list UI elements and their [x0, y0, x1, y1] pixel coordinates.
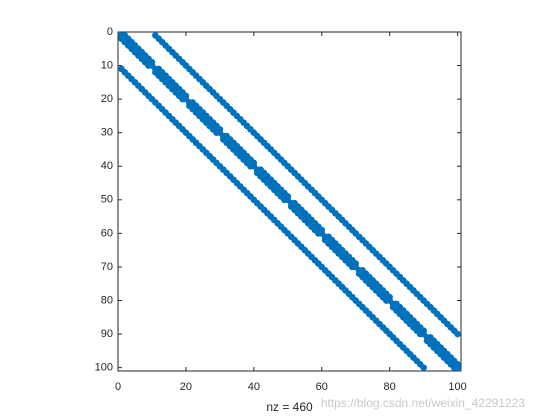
- nonzero-marker: [281, 196, 288, 204]
- watermark: https://blog.csdn.net/weixin_42291223: [321, 396, 525, 410]
- nonzero-marker: [450, 364, 458, 371]
- y-tick-label: 100: [95, 362, 113, 374]
- nonzero-marker: [454, 330, 461, 338]
- x-tick-label: 100: [448, 381, 466, 393]
- x-tick-label: 20: [180, 381, 192, 393]
- y-tick-label: 80: [101, 294, 113, 306]
- nonzero-marker: [315, 230, 322, 237]
- x-tick-label: 0: [115, 381, 121, 393]
- y-tick-label: 90: [101, 328, 113, 340]
- y-tick-label: 0: [107, 26, 113, 38]
- nonzero-marker: [382, 297, 390, 304]
- x-tick-label: 40: [248, 381, 260, 393]
- x-axis-label: nz = 460: [266, 400, 313, 414]
- y-tick-label: 50: [101, 194, 113, 206]
- y-tick-label: 20: [101, 93, 113, 105]
- nonzero-marker: [349, 263, 356, 271]
- nonzero-marker: [420, 364, 427, 371]
- nonzero-marker: [179, 95, 186, 103]
- nonzero-marker: [213, 129, 220, 136]
- x-tick-label: 60: [316, 381, 328, 393]
- y-tick-label: 30: [101, 127, 113, 139]
- nonzero-marker: [416, 330, 424, 338]
- x-tick-label: 80: [384, 381, 396, 393]
- y-tick-label: 10: [101, 59, 113, 71]
- nonzero-marker: [145, 62, 152, 69]
- y-tick-label: 40: [101, 160, 113, 172]
- nonzero-marker: [247, 162, 254, 170]
- y-tick-label: 70: [101, 261, 113, 273]
- y-tick-label: 60: [101, 227, 113, 239]
